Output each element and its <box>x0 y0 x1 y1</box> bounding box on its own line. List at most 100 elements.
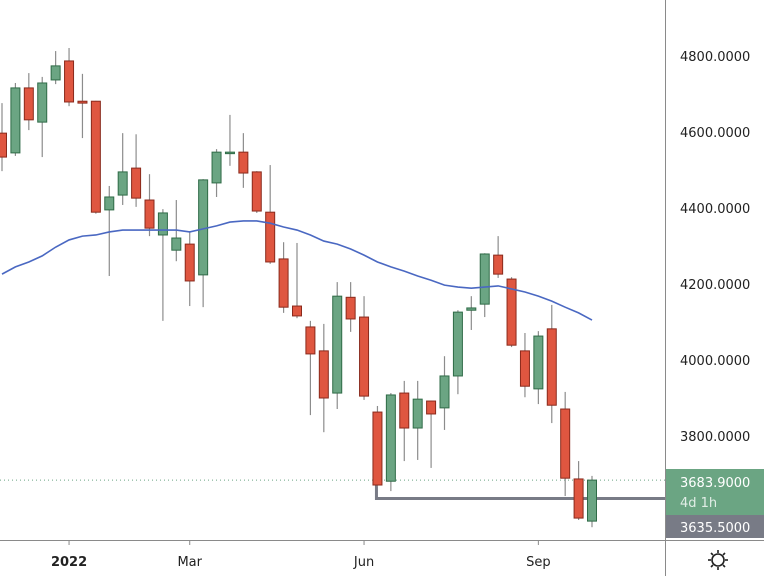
candle-body <box>211 151 222 184</box>
price-tick-label: 4600.0000 <box>680 126 750 141</box>
price-axis[interactable]: 4800.0000 4600.0000 4400.0000 4200.0000 4000… <box>680 50 750 445</box>
last-price-label: 3683.9000 <box>680 476 750 491</box>
candle-body <box>278 258 289 308</box>
price-tick-label: 4800.0000 <box>680 50 750 65</box>
candle-body <box>318 350 329 399</box>
candle-body <box>466 307 477 311</box>
candle[interactable] <box>573 461 584 520</box>
candle[interactable] <box>64 48 75 107</box>
candle[interactable] <box>519 333 530 398</box>
candle[interactable] <box>117 133 128 205</box>
level-price-tag: 3635.5000 <box>666 515 764 538</box>
candle[interactable] <box>131 134 142 207</box>
candle-body <box>519 350 530 387</box>
gear-icon[interactable] <box>708 550 728 570</box>
candle-body <box>305 326 316 355</box>
candle[interactable] <box>372 405 383 487</box>
candle[interactable] <box>10 82 21 156</box>
horizontal-ray[interactable] <box>374 485 665 501</box>
candle[interactable] <box>426 400 437 468</box>
candle-body <box>224 151 235 155</box>
time-tick-label: 2022 <box>51 555 87 570</box>
candle[interactable] <box>265 165 276 264</box>
candle[interactable] <box>238 133 249 188</box>
candle[interactable] <box>493 236 504 278</box>
price-tick-label: 3800.0000 <box>680 430 750 445</box>
candle-body <box>412 398 423 429</box>
candle[interactable] <box>104 185 115 277</box>
candle[interactable] <box>560 391 571 497</box>
candle-body <box>238 151 249 174</box>
candle-body <box>77 100 88 104</box>
candle-body <box>546 328 557 406</box>
last-price-tag: 3683.9000 4d 1h <box>666 469 764 515</box>
candle[interactable] <box>318 323 329 433</box>
candle[interactable] <box>0 103 7 172</box>
time-axis[interactable]: 2022 Mar Jun Sep <box>51 541 551 570</box>
time-tick-label: Sep <box>526 555 551 570</box>
candle[interactable] <box>50 51 61 85</box>
candle[interactable] <box>157 209 168 321</box>
candle[interactable] <box>345 282 356 332</box>
candle-body <box>23 87 34 121</box>
candle-body <box>506 278 517 346</box>
candle-body <box>184 243 195 282</box>
candle-body <box>332 295 343 394</box>
candle-body <box>560 408 571 479</box>
candle-body <box>37 82 48 123</box>
candle[interactable] <box>359 296 370 400</box>
candle[interactable] <box>439 356 450 430</box>
candle[interactable] <box>211 149 222 197</box>
candle[interactable] <box>399 380 410 462</box>
candle[interactable] <box>305 320 316 416</box>
candle[interactable] <box>292 242 302 319</box>
candle[interactable] <box>533 331 544 405</box>
candle[interactable] <box>479 253 490 318</box>
candle[interactable] <box>144 174 155 237</box>
candle[interactable] <box>587 475 597 528</box>
candle-body <box>439 375 450 409</box>
candle[interactable] <box>452 310 463 395</box>
candle-body <box>573 478 584 519</box>
candle[interactable] <box>412 380 423 460</box>
candle[interactable] <box>37 76 48 158</box>
time-tick-label: Mar <box>177 555 202 570</box>
time-tick-label: Jun <box>353 555 374 570</box>
candle-body <box>399 392 410 429</box>
candle-body <box>493 254 504 275</box>
candle-body <box>345 296 356 320</box>
candle-body <box>426 400 437 415</box>
level-price-label: 3635.5000 <box>680 521 750 536</box>
candle[interactable] <box>385 393 396 492</box>
candle[interactable] <box>198 179 209 308</box>
candle-body <box>292 305 302 317</box>
candle-body <box>131 167 142 199</box>
candle-body <box>385 394 396 482</box>
candle[interactable] <box>466 296 477 330</box>
candle[interactable] <box>332 282 343 410</box>
candle[interactable] <box>90 100 101 214</box>
price-tick-label: 4400.0000 <box>680 202 750 217</box>
candle[interactable] <box>251 171 262 213</box>
price-tick-label: 4200.0000 <box>680 278 750 293</box>
candle-body <box>359 316 370 397</box>
candle[interactable] <box>546 304 557 424</box>
candle-body <box>479 253 490 305</box>
candle-body <box>251 171 262 212</box>
candle-body <box>10 87 21 154</box>
candle-body <box>533 335 544 390</box>
candle[interactable] <box>278 242 289 313</box>
candle-body <box>0 132 7 158</box>
plot-area[interactable] <box>0 48 665 528</box>
candle[interactable] <box>224 114 235 166</box>
candle-body <box>90 100 101 213</box>
candle-body <box>117 171 128 196</box>
candle[interactable] <box>184 231 195 307</box>
candle-body <box>64 60 75 103</box>
candle-body <box>587 479 597 522</box>
bar-countdown-label: 4d 1h <box>680 496 717 511</box>
candle-body <box>372 411 383 486</box>
candle[interactable] <box>23 73 34 131</box>
candle[interactable] <box>77 73 88 139</box>
